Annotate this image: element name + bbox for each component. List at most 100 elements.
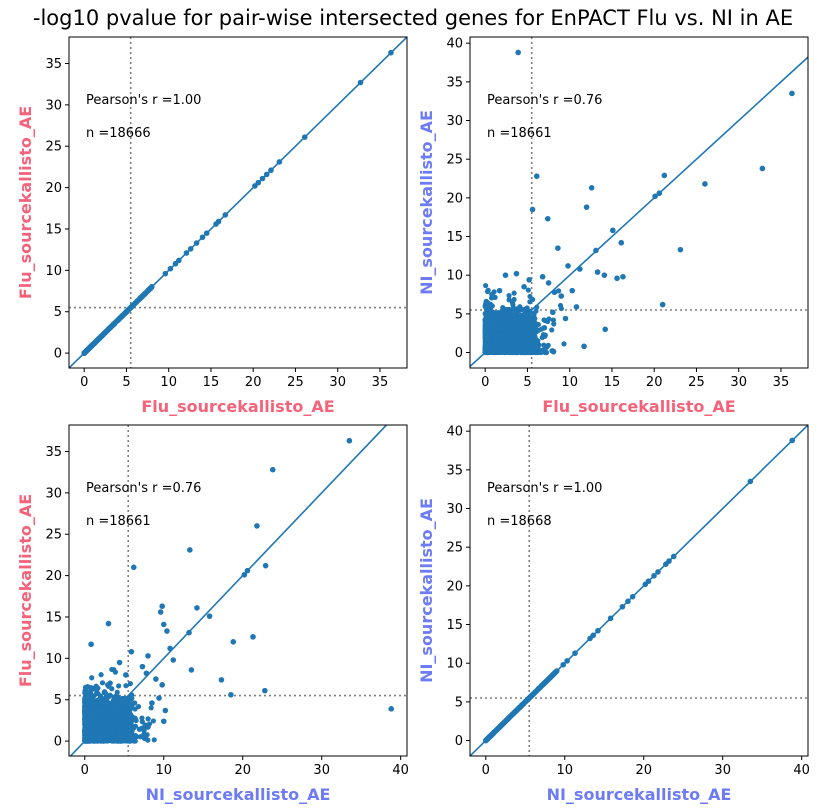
y-tick-label: 10 [45,652,62,667]
x-axis-label: Flu_sourcekallisto_AE [141,397,334,416]
data-point [489,303,495,309]
data-point [513,309,519,315]
x-tick-label: 35 [773,375,790,390]
identity-line [470,425,808,756]
data-point [516,349,522,355]
data-point [82,712,88,719]
data-point [545,280,552,286]
data-point [111,703,117,709]
subplot-grid: 0 5 10 15 20 25 30 3505101520253035Flu_sourceka… [16,36,810,804]
y-axis-label: Flu_sourcekallisto_AE [16,494,35,687]
pearson-annotation: Pearson's r =0.76 [86,481,201,496]
x-tick-label: 0 [81,763,89,778]
n-annotation: n =18661 [487,126,552,141]
axes-frame [469,424,809,757]
identity-line [69,425,388,756]
scatter-panel-1: 0 5 10 15 20 25 30 3505101520253035Flu_sourceka… [16,36,408,416]
x-tick-label: 40 [392,763,409,778]
data-point [269,466,276,473]
x-axis-label: NI_sourcekallisto_AE [146,785,331,804]
data-point [117,727,124,733]
data-point [139,663,146,670]
data-point [550,317,557,323]
data-point [505,318,511,324]
data-point [513,270,520,277]
data-point [557,302,564,309]
x-tick-label: 0 [481,375,489,390]
y-tick-label: 0 [455,346,463,361]
y-tick-label: 35 [45,445,62,460]
y-tick-label: 20 [446,579,463,594]
y-tick-label: 25 [446,153,463,168]
scatter-panel-4: 0 10 20 30 400510152025303540NI_sourcekallis… [417,424,810,804]
data-point [122,735,128,741]
data-point [96,737,103,743]
y-tick-label: 35 [446,463,463,478]
data-point [206,613,213,619]
data-point [515,331,521,337]
data-point [170,657,177,663]
data-point [127,714,133,720]
data-point [105,737,111,743]
y-tick-label: 40 [446,37,463,52]
y-tick-label: 30 [45,98,62,113]
data-point [93,687,100,693]
data-point [95,706,101,712]
data-point [83,718,89,724]
data-point [562,315,569,322]
data-point [789,90,795,97]
data-point [83,729,89,735]
data-point [109,738,115,744]
data-point [618,239,625,246]
data-point [581,343,587,350]
data-point [139,719,145,725]
data-point [109,666,115,673]
data-point [513,343,519,350]
data-point [561,341,567,347]
x-axis-label: NI_sourcekallisto_AE [547,785,732,804]
y-tick-label: 0 [54,735,62,750]
data-point [150,718,156,724]
data-point [127,724,134,730]
data-point [114,689,120,695]
data-point [108,700,114,706]
data-point [132,706,138,712]
data-point [88,685,95,691]
y-tick-label: 15 [45,610,62,625]
plot-area [69,37,407,368]
data-point [542,318,548,324]
data-point [569,287,576,294]
data-point [230,639,237,645]
data-point [521,349,528,356]
data-point [130,564,137,571]
x-tick-label: 35 [372,375,389,390]
data-point [519,306,525,312]
data-point [490,315,496,321]
data-point [116,708,122,714]
pearson-annotation: Pearson's r =0.76 [487,93,602,108]
data-point [483,329,489,335]
data-point [601,272,608,278]
data-point [525,287,531,293]
y-tick-label: 20 [446,191,463,206]
data-point [558,293,565,299]
figure-title: -log10 pvalue for pair-wise intersected … [33,6,793,30]
scatter-panel-3: 0 10 20 30 4005101520253035NI_sourcekallisto… [16,424,409,804]
y-tick-label: 0 [54,347,62,362]
plot-area [69,425,407,756]
y-tick-label: 10 [446,269,463,284]
data-point [501,312,507,318]
data-point [97,728,103,735]
data-point [123,728,129,735]
x-tick-label: 20 [646,375,663,390]
y-tick-label: 10 [45,264,62,279]
data-point [89,675,95,681]
data-point [489,291,495,298]
data-point [126,738,132,744]
data-point [127,681,133,687]
data-point [759,165,766,172]
data-point [346,437,353,444]
data-point [588,185,595,191]
data-point [583,204,590,210]
